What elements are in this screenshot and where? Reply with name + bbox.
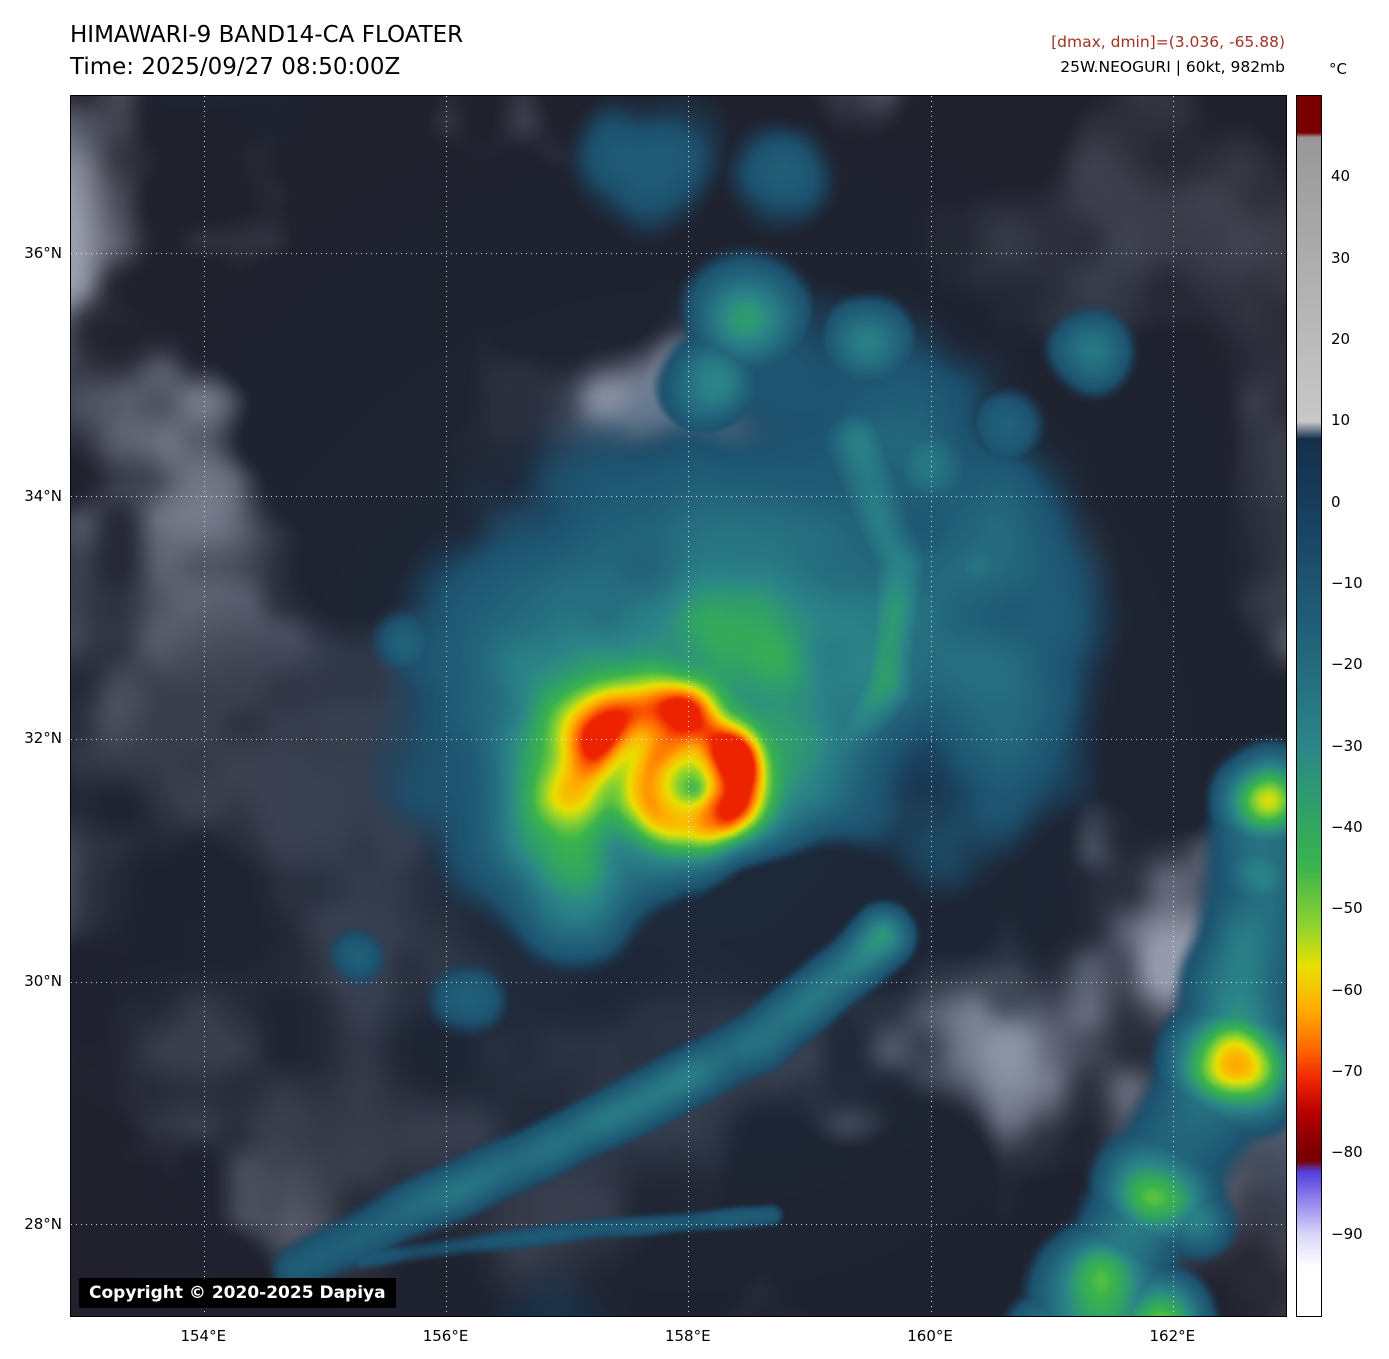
colorbar-tick-label: −80 xyxy=(1331,1143,1363,1162)
header-meta: [dmax, dmin]=(3.036, -65.88) 25W.NEOGURI… xyxy=(1051,30,1285,80)
colorbar-tick-label: 30 xyxy=(1331,248,1351,267)
colorbar-tick-label: 10 xyxy=(1331,411,1351,430)
gridline-lon xyxy=(1172,96,1174,1316)
colorbar-tick-label: 0 xyxy=(1331,492,1341,511)
satellite-image-canvas xyxy=(71,96,1286,1316)
copyright-badge: Copyright © 2020-2025 Dapiya xyxy=(79,1278,396,1308)
colorbar-tick-label: −70 xyxy=(1331,1062,1363,1080)
gridline-lon xyxy=(446,96,448,1316)
lon-axis-label: 162°E xyxy=(1149,1327,1196,1345)
gridline-lat xyxy=(71,496,1286,498)
gridline-lon xyxy=(688,96,690,1316)
colorbar-tick-label: 20 xyxy=(1331,330,1351,348)
lat-axis-label: 28°N xyxy=(24,1214,62,1233)
satellite-map: Copyright © 2020-2025 Dapiya xyxy=(70,95,1287,1317)
colorbar-tick-label: −60 xyxy=(1331,980,1363,999)
lat-axis-label: 34°N xyxy=(24,486,62,505)
colorbar-tick-label: −50 xyxy=(1331,899,1363,918)
dmax-dmin-readout: [dmax, dmin]=(3.036, -65.88) xyxy=(1051,33,1285,51)
colorbar-tick-label: −30 xyxy=(1331,736,1363,755)
gridline-lat xyxy=(71,1224,1286,1226)
lon-axis-label: 156°E xyxy=(422,1327,469,1345)
storm-info: 25W.NEOGURI | 60kt, 982mb xyxy=(1060,58,1285,76)
colorbar-tick-label: −90 xyxy=(1331,1224,1363,1243)
gridline-lat xyxy=(71,253,1286,255)
colorbar xyxy=(1296,95,1322,1317)
colorbar-tick-label: 40 xyxy=(1331,167,1351,186)
gridline-lat xyxy=(71,981,1286,983)
colorbar-unit-label: °C xyxy=(1329,60,1347,78)
timestamp: Time: 2025/09/27 08:50:00Z xyxy=(70,54,401,80)
colorbar-tick-label: −20 xyxy=(1331,655,1363,674)
lat-axis-label: 36°N xyxy=(24,243,62,262)
colorbar-tick-label: −10 xyxy=(1331,574,1363,592)
lat-axis-label: 32°N xyxy=(24,729,62,748)
gridline-lon xyxy=(930,96,932,1316)
lon-axis-label: 158°E xyxy=(664,1327,711,1345)
lon-axis-label: 154°E xyxy=(180,1327,227,1345)
colorbar-tick-label: −40 xyxy=(1331,818,1363,836)
lon-axis-label: 160°E xyxy=(907,1327,953,1345)
gridline-lon xyxy=(203,96,205,1316)
graticule xyxy=(71,96,1286,1316)
gridline-lat xyxy=(71,738,1286,740)
page-title: HIMAWARI-9 BAND14-CA FLOATER xyxy=(70,22,464,48)
lat-axis-label: 30°N xyxy=(24,972,62,991)
